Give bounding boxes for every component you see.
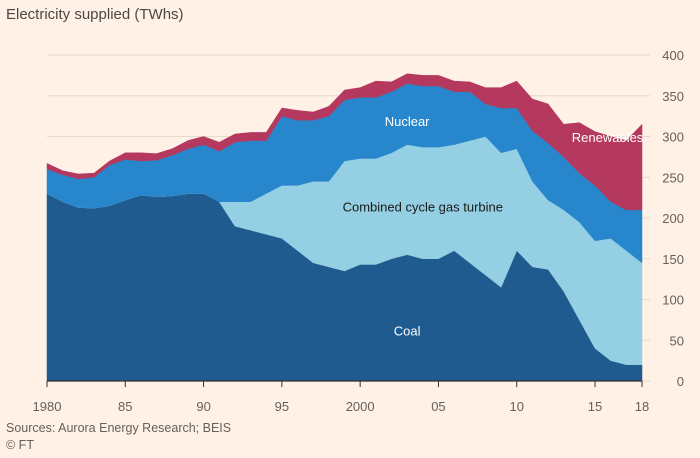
area-label-renewables: Renewables [572, 130, 644, 145]
x-tick-label: 10 [510, 399, 524, 414]
y-tick-label: 50 [670, 333, 684, 348]
y-tick-label: 150 [662, 252, 684, 267]
x-tick-label: 18 [635, 399, 649, 414]
copyright: © FT [6, 438, 34, 452]
x-tick-label: 1980 [33, 399, 62, 414]
x-tick-label: 85 [118, 399, 132, 414]
chart-title: Electricity supplied (TWhs) [6, 6, 184, 23]
y-tick-label: 400 [662, 48, 684, 63]
x-tick-label: 2000 [346, 399, 375, 414]
area-labels: Nuclear Combined cycle gas turbine Coal Ren… [343, 114, 644, 338]
y-tick-label: 100 [662, 293, 684, 308]
area-label-nuclear: Nuclear [385, 114, 430, 129]
y-tick-label: 250 [662, 170, 684, 185]
y-tick-label: 0 [677, 374, 684, 389]
area-renewables [46, 73, 643, 211]
y-tick-label: 300 [662, 130, 684, 145]
x-tick-label: 05 [431, 399, 445, 414]
areas [46, 73, 643, 382]
area-label-coal: Coal [394, 323, 421, 338]
x-tick-label: 90 [196, 399, 210, 414]
x-tick-label: 15 [588, 399, 602, 414]
area-label-combined-cycle-gas-turbine: Combined cycle gas turbine [343, 199, 503, 214]
x-tick-label: 95 [275, 399, 289, 414]
axes: 0 50 100 150 200 250 300 350 400 1980 85 90 95 2000 05… [33, 48, 684, 414]
source-note: Sources: Aurora Energy Research; BEIS [6, 421, 232, 435]
y-tick-label: 350 [662, 89, 684, 104]
y-tick-label: 200 [662, 211, 684, 226]
